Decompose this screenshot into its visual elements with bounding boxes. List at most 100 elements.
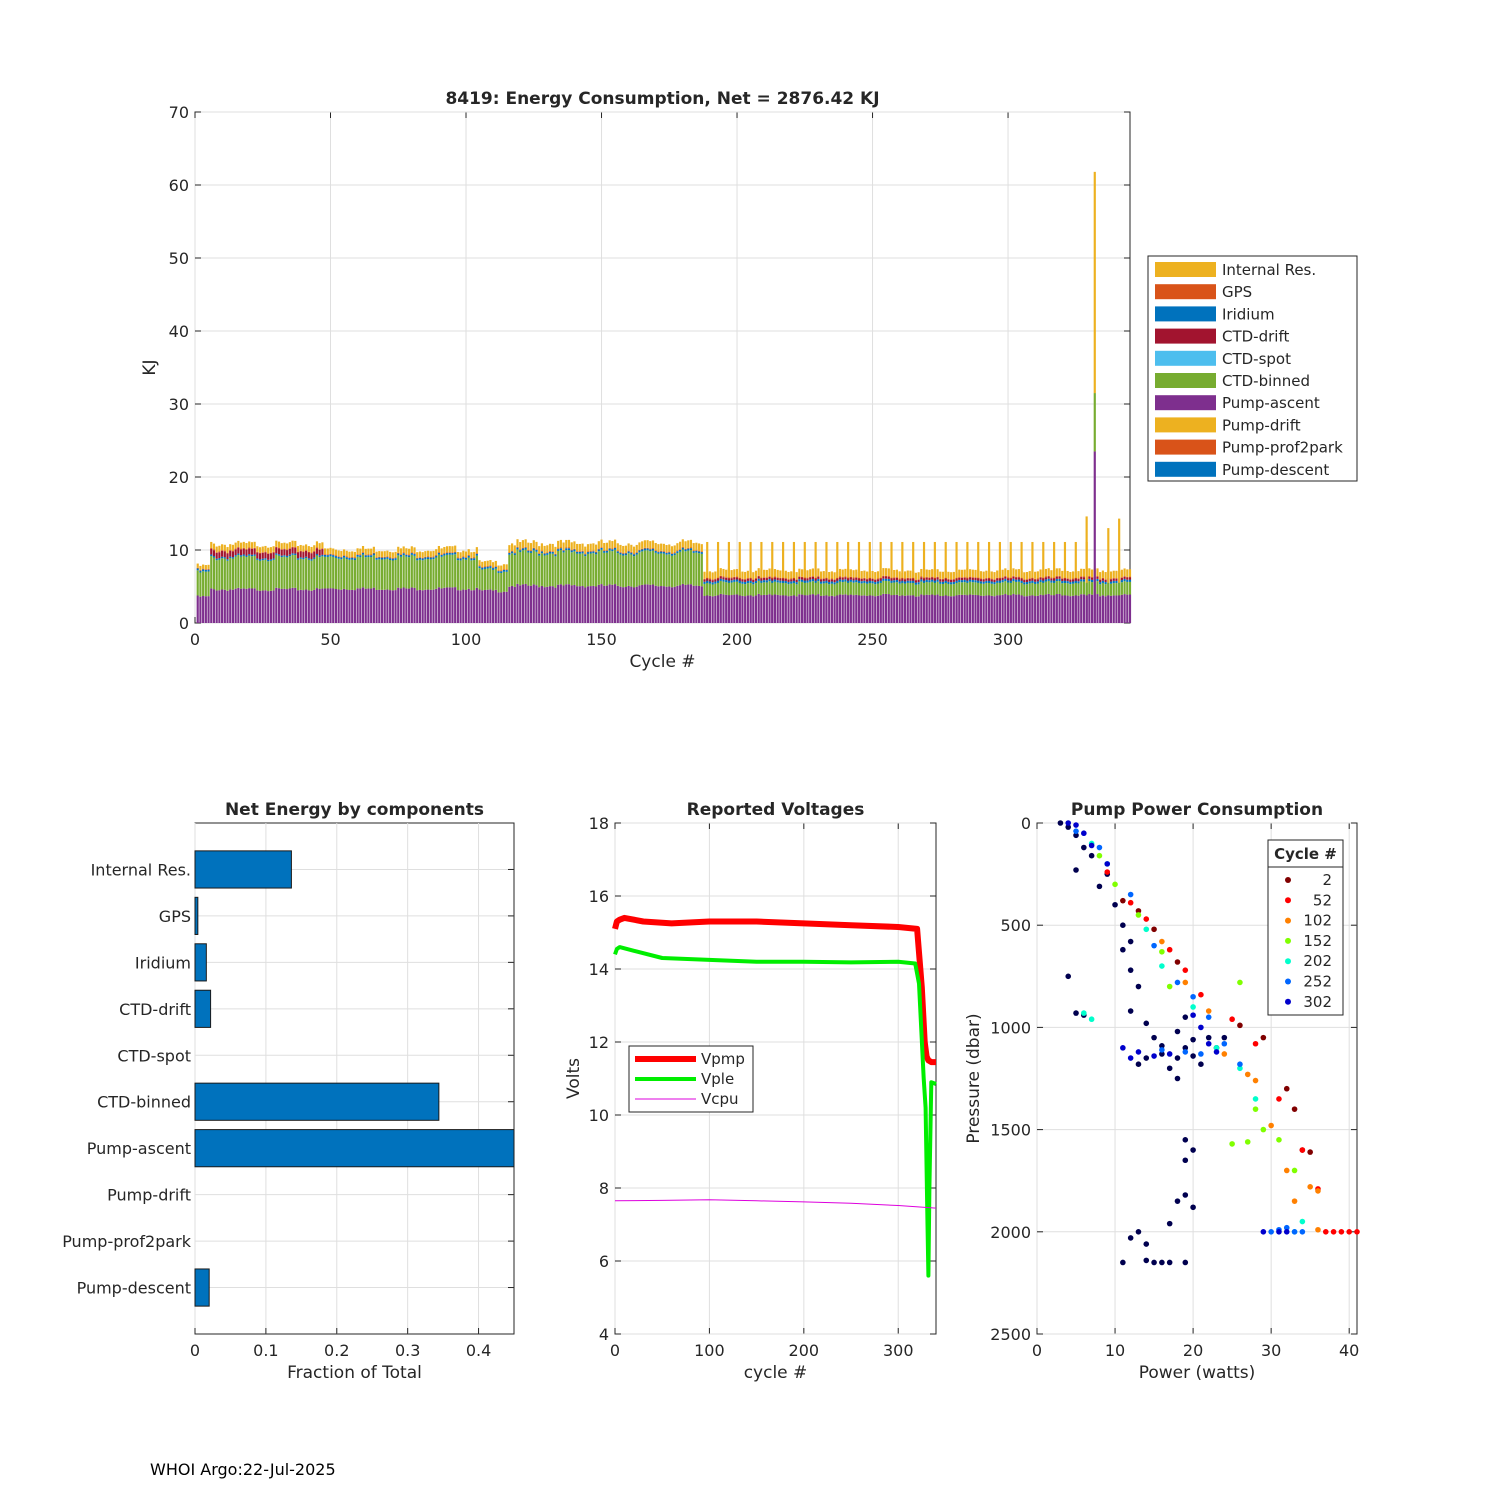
energy-bar-segment bbox=[524, 546, 527, 548]
pump-power-xtick-label: 30 bbox=[1261, 1341, 1281, 1360]
energy-bar-segment bbox=[887, 576, 890, 577]
pump-power-point bbox=[1205, 1040, 1212, 1047]
energy-bar-segment bbox=[719, 580, 722, 594]
energy-bar-segment bbox=[1120, 594, 1123, 623]
energy-bar-segment bbox=[798, 594, 801, 623]
energy-bar-segment bbox=[1061, 578, 1064, 582]
energy-bar-segment bbox=[782, 582, 785, 596]
pump-power-legend-label: 202 bbox=[1303, 952, 1332, 970]
energy-bar-segment bbox=[500, 572, 503, 593]
energy-bar-segment bbox=[426, 589, 430, 623]
energy-bar-segment bbox=[445, 554, 449, 588]
energy-ytick-label: 0 bbox=[179, 614, 189, 633]
energy-bar-segment bbox=[627, 550, 630, 552]
energy-bar-segment bbox=[516, 583, 519, 623]
energy-bar-segment bbox=[901, 580, 904, 583]
energy-bar-segment bbox=[654, 585, 657, 623]
energy-bar-segment bbox=[223, 589, 226, 623]
energy-bar-segment bbox=[912, 577, 915, 579]
energy-bar-segment bbox=[914, 582, 917, 585]
energy-bar-segment bbox=[687, 540, 690, 548]
energy-bar-segment bbox=[963, 582, 966, 595]
components-frame bbox=[194, 822, 515, 1335]
energy-bar-segment bbox=[245, 588, 248, 623]
energy-bar-segment bbox=[242, 555, 245, 589]
energy-bar-segment bbox=[326, 548, 329, 555]
energy-bar-segment bbox=[1120, 582, 1123, 595]
energy-bar-segment bbox=[475, 553, 478, 556]
energy-bar-segment bbox=[1050, 580, 1053, 583]
energy-bar-segment bbox=[906, 577, 909, 579]
energy-bar-segment bbox=[624, 555, 627, 588]
energy-bar-segment bbox=[416, 557, 419, 559]
pump-power-point bbox=[1151, 1053, 1157, 1059]
energy-bar-segment bbox=[727, 580, 730, 583]
energy-bar-segment bbox=[378, 556, 381, 558]
energy-bar-segment bbox=[492, 568, 495, 570]
energy-bar-segment bbox=[1090, 569, 1094, 577]
energy-bar-segment bbox=[950, 596, 953, 623]
energy-bar-segment bbox=[535, 541, 538, 550]
energy-bar-segment bbox=[819, 583, 823, 596]
energy-bar-segment bbox=[435, 554, 438, 556]
energy-bar-segment bbox=[551, 551, 554, 554]
energy-bar-segment bbox=[987, 582, 991, 596]
energy-bar-segment bbox=[779, 580, 782, 583]
energy-bar-segment bbox=[305, 550, 308, 557]
energy-bar-segment bbox=[595, 551, 598, 553]
energy-bar-segment bbox=[754, 583, 758, 596]
pump-power-point bbox=[1307, 1184, 1313, 1190]
energy-bar-segment bbox=[819, 571, 823, 579]
energy-bar-segment bbox=[963, 569, 966, 578]
energy-bar-segment bbox=[668, 551, 671, 553]
energy-bar-segment bbox=[679, 549, 682, 552]
energy-bar-segment bbox=[342, 588, 346, 623]
pump-power-ytick-label: 2000 bbox=[990, 1223, 1031, 1242]
energy-bar-segment bbox=[1053, 578, 1056, 581]
energy-bar-segment bbox=[668, 544, 671, 552]
energy-bar-segment bbox=[711, 584, 714, 597]
energy-bar-segment bbox=[535, 549, 538, 551]
energy-bar-segment bbox=[752, 584, 755, 597]
energy-bar-segment bbox=[248, 541, 251, 548]
energy-bar-segment bbox=[708, 571, 712, 579]
energy-bar-segment bbox=[440, 555, 443, 557]
energy-bar-segment bbox=[258, 560, 262, 591]
energy-bar-segment bbox=[706, 577, 709, 579]
energy-bar-segment bbox=[882, 576, 885, 579]
energy-bar-segment bbox=[771, 577, 774, 579]
energy-bar-segment bbox=[402, 587, 405, 623]
energy-bar-segment bbox=[421, 560, 424, 591]
components-bar bbox=[194, 989, 212, 1028]
energy-bar-segment bbox=[950, 579, 953, 580]
energy-bar-segment bbox=[413, 554, 416, 556]
energy-bar-segment bbox=[367, 548, 370, 555]
energy-bar-segment bbox=[1020, 595, 1023, 623]
energy-bar-segment bbox=[828, 572, 831, 580]
energy-bar-segment bbox=[302, 559, 305, 591]
voltages-legend-label: Vcpu bbox=[701, 1090, 739, 1108]
energy-bar-segment bbox=[857, 595, 861, 623]
energy-bar-segment bbox=[939, 581, 942, 584]
energy-bar-segment bbox=[402, 553, 405, 556]
energy-bar-segment bbox=[310, 559, 313, 561]
energy-bar-segment bbox=[391, 557, 394, 559]
energy-bar-segment bbox=[906, 582, 909, 596]
energy-bar-segment bbox=[215, 558, 218, 561]
energy-bar-segment bbox=[950, 584, 953, 597]
energy-bar-segment bbox=[993, 582, 996, 585]
energy-xtick-label: 250 bbox=[857, 630, 888, 649]
energy-bar-segment bbox=[1034, 581, 1037, 584]
energy-bar-segment bbox=[903, 571, 907, 579]
energy-bar-segment bbox=[359, 588, 362, 623]
energy-bar-segment bbox=[771, 578, 774, 581]
energy-bar-segment bbox=[798, 579, 801, 582]
energy-bar-segment bbox=[901, 577, 904, 579]
pump-power-point bbox=[1112, 901, 1118, 908]
energy-bar-segment bbox=[695, 550, 698, 551]
energy-bar-segment bbox=[719, 568, 722, 576]
energy-bar-segment bbox=[383, 551, 386, 557]
energy-bar-segment bbox=[974, 582, 977, 595]
energy-bar-segment bbox=[1090, 576, 1094, 578]
pump-power-point bbox=[1237, 1065, 1243, 1072]
